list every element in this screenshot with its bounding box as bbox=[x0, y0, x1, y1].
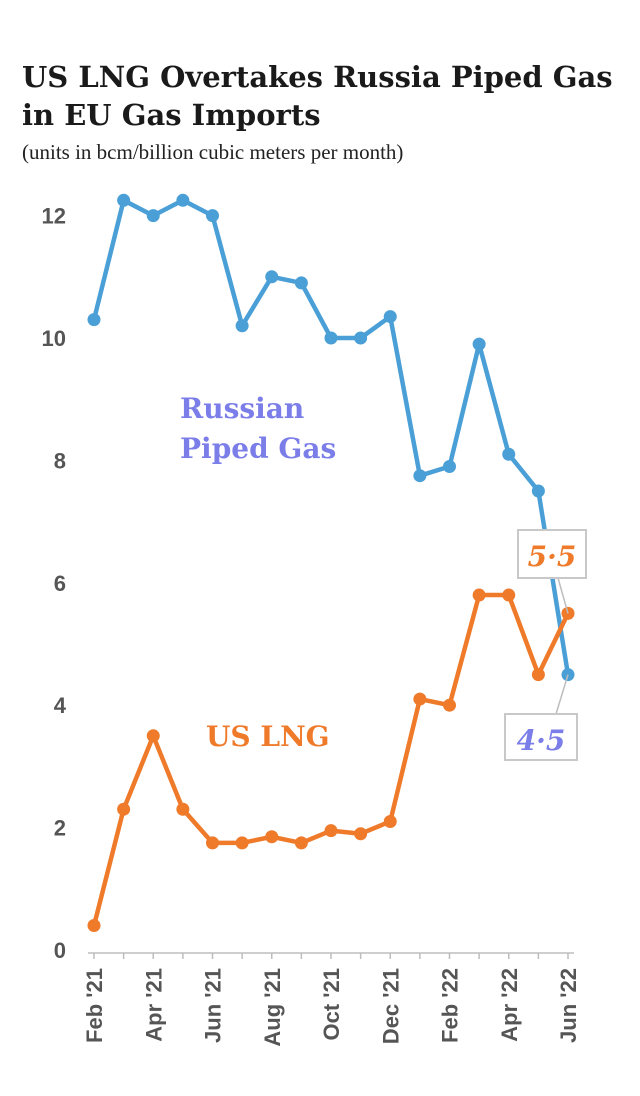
data-point bbox=[206, 209, 219, 223]
data-point bbox=[235, 319, 249, 333]
data-point bbox=[531, 484, 545, 498]
chart-subtitle: (units in bcm/billion cubic meters per m… bbox=[22, 140, 404, 164]
data-point bbox=[294, 836, 308, 850]
y-tick-label: 4 bbox=[54, 693, 67, 718]
data-point bbox=[87, 919, 101, 933]
callouts: 5·5 4·5 bbox=[504, 529, 587, 761]
series-labels: Russian Piped Gas US LNG bbox=[180, 392, 336, 753]
data-point bbox=[206, 836, 219, 850]
data-point bbox=[87, 313, 101, 327]
y-tick-label: 10 bbox=[42, 326, 66, 351]
y-tick-label: 8 bbox=[54, 448, 66, 473]
data-point bbox=[176, 802, 190, 816]
series-line bbox=[91, 592, 571, 928]
x-tick-label: Feb '22 bbox=[438, 968, 463, 1043]
data-point bbox=[324, 824, 338, 838]
series-layer bbox=[87, 193, 575, 933]
data-point bbox=[265, 270, 279, 284]
data-point bbox=[413, 692, 427, 706]
x-tick-label: Aug '21 bbox=[260, 968, 285, 1047]
x-tick-label: Dec '21 bbox=[378, 968, 403, 1044]
callout-leader bbox=[557, 577, 569, 614]
data-point bbox=[146, 209, 160, 223]
data-point bbox=[443, 698, 456, 712]
y-tick-label: 2 bbox=[54, 816, 66, 841]
data-point bbox=[235, 836, 249, 850]
y-tick-label: 0 bbox=[54, 938, 66, 963]
data-point bbox=[383, 814, 397, 828]
russian-piped-gas-label: Russian bbox=[180, 392, 304, 425]
x-tick-label: Feb '21 bbox=[82, 968, 107, 1043]
x-tick-label: Apr '21 bbox=[141, 968, 166, 1042]
data-point bbox=[443, 460, 456, 474]
y-tick-label: 12 bbox=[42, 204, 66, 229]
data-point bbox=[117, 802, 131, 816]
x-tick-label: Apr '22 bbox=[497, 968, 522, 1042]
us-lng-label: US LNG bbox=[206, 720, 330, 753]
callout-leader bbox=[555, 674, 569, 715]
data-point bbox=[265, 830, 279, 844]
chart-title: US LNG Overtakes Russia Piped Gas in EU … bbox=[22, 60, 613, 132]
data-point bbox=[413, 469, 427, 483]
data-point bbox=[502, 588, 516, 602]
data-point bbox=[383, 310, 397, 324]
data-point bbox=[146, 729, 160, 743]
data-point bbox=[354, 331, 368, 345]
callout-box bbox=[517, 529, 587, 579]
us-lng-series bbox=[87, 588, 575, 933]
x-axis: Feb '21 Apr '21 Jun '21 Aug '21 Oct '21 Dec '… bbox=[82, 952, 581, 1047]
russian-piped-gas-series bbox=[87, 193, 575, 682]
data-point bbox=[324, 331, 338, 345]
data-point bbox=[531, 668, 545, 682]
data-point bbox=[472, 337, 486, 351]
x-tick-label: Oct '21 bbox=[319, 968, 344, 1041]
data-point bbox=[117, 193, 131, 207]
data-point bbox=[502, 447, 516, 461]
callout-box bbox=[504, 713, 578, 761]
y-axis: 0 2 4 6 8 10 12 bbox=[42, 204, 67, 963]
lng-callout-value: 5·5 bbox=[528, 540, 577, 573]
data-point bbox=[472, 588, 486, 602]
data-point bbox=[354, 827, 368, 841]
data-point bbox=[294, 276, 308, 290]
y-tick-label: 6 bbox=[54, 571, 66, 596]
x-tick-label: Jun '22 bbox=[556, 968, 581, 1043]
russian-piped-gas-label-line2: Piped Gas bbox=[180, 432, 336, 465]
russia-callout-value: 4·5 bbox=[517, 724, 566, 757]
data-point bbox=[176, 193, 190, 207]
x-tick-label: Jun '21 bbox=[201, 968, 226, 1043]
